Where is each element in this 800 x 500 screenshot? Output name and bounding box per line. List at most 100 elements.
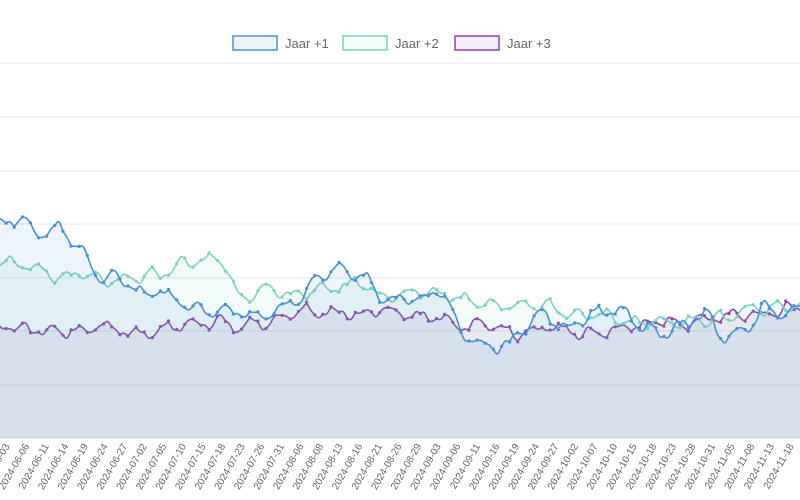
data-point — [77, 274, 81, 278]
data-point — [589, 316, 593, 320]
data-point — [410, 315, 414, 319]
data-point — [629, 319, 634, 323]
data-point — [215, 310, 219, 314]
data-point — [483, 324, 487, 328]
series-area — [0, 302, 800, 438]
data-point — [345, 282, 349, 287]
data-point — [12, 329, 16, 333]
data-point — [240, 315, 244, 319]
data-point — [118, 333, 122, 337]
data-point — [727, 318, 731, 322]
data-point — [581, 312, 585, 316]
data-point — [256, 310, 260, 314]
data-point — [670, 317, 674, 321]
data-point — [353, 310, 357, 314]
data-point — [329, 305, 333, 309]
data-point — [85, 330, 89, 335]
data-point — [20, 266, 24, 270]
legend-item[interactable]: Jaar +2 — [342, 35, 439, 51]
data-point — [686, 314, 690, 318]
data-point — [605, 307, 609, 311]
data-point — [573, 332, 577, 336]
data-point — [37, 330, 41, 334]
legend-label: Jaar +3 — [507, 36, 551, 51]
data-point — [158, 324, 162, 329]
data-point — [296, 289, 301, 293]
data-point — [45, 328, 49, 332]
data-point — [20, 215, 24, 219]
data-point — [337, 260, 341, 264]
series-area — [0, 217, 800, 438]
data-point — [467, 328, 471, 332]
legend-item[interactable]: Jaar +3 — [454, 35, 551, 51]
data-point — [45, 269, 49, 273]
data-point — [4, 326, 8, 331]
data-point — [451, 320, 455, 324]
data-point — [475, 317, 479, 321]
data-point — [313, 274, 317, 278]
data-point — [378, 300, 382, 304]
data-point — [629, 330, 634, 334]
data-point — [613, 312, 617, 316]
data-point — [313, 313, 317, 317]
data-point — [735, 315, 739, 319]
data-point — [126, 284, 130, 288]
data-point — [564, 323, 569, 327]
data-point — [102, 322, 106, 326]
data-point — [191, 304, 195, 308]
data-point — [329, 270, 333, 274]
data-point — [637, 328, 642, 332]
data-point — [767, 312, 772, 316]
series-area — [0, 253, 800, 438]
data-point — [166, 319, 171, 323]
data-point — [166, 287, 171, 291]
data-point — [702, 325, 707, 329]
data-point — [305, 298, 309, 302]
legend-item[interactable]: Jaar +1 — [232, 35, 329, 51]
data-point — [426, 319, 430, 323]
data-point — [361, 273, 365, 277]
data-point — [183, 322, 187, 326]
data-point — [467, 297, 471, 301]
data-point — [134, 325, 138, 329]
data-point — [637, 321, 642, 325]
data-point — [223, 269, 227, 273]
data-point — [369, 310, 374, 314]
data-point — [288, 298, 292, 303]
data-point — [678, 326, 682, 330]
data-point — [175, 262, 179, 266]
data-point — [662, 334, 666, 338]
data-point — [443, 291, 447, 295]
data-point — [491, 298, 495, 303]
data-point — [369, 286, 374, 290]
data-point — [499, 344, 504, 348]
data-point — [516, 300, 520, 304]
data-point — [280, 313, 284, 317]
data-point — [166, 273, 171, 277]
data-point — [776, 299, 780, 303]
data-point — [743, 327, 747, 332]
data-point — [28, 221, 33, 225]
data-point — [646, 326, 650, 330]
series-line — [0, 216, 800, 355]
data-point — [61, 333, 65, 337]
data-point — [110, 281, 114, 286]
data-point — [150, 294, 154, 298]
data-point — [767, 306, 772, 310]
data-point — [240, 292, 244, 297]
data-point — [37, 262, 41, 266]
data-point — [662, 324, 666, 328]
data-point — [499, 324, 504, 328]
data-point — [662, 317, 666, 321]
legend-swatch — [232, 35, 278, 51]
data-point — [581, 335, 585, 339]
data-point — [61, 272, 65, 276]
data-point — [28, 268, 33, 272]
data-point — [321, 312, 325, 316]
data-point — [581, 324, 585, 328]
data-point — [28, 331, 33, 335]
data-point — [418, 312, 422, 316]
data-point — [199, 323, 203, 327]
data-point — [240, 327, 244, 331]
data-point — [280, 302, 284, 306]
